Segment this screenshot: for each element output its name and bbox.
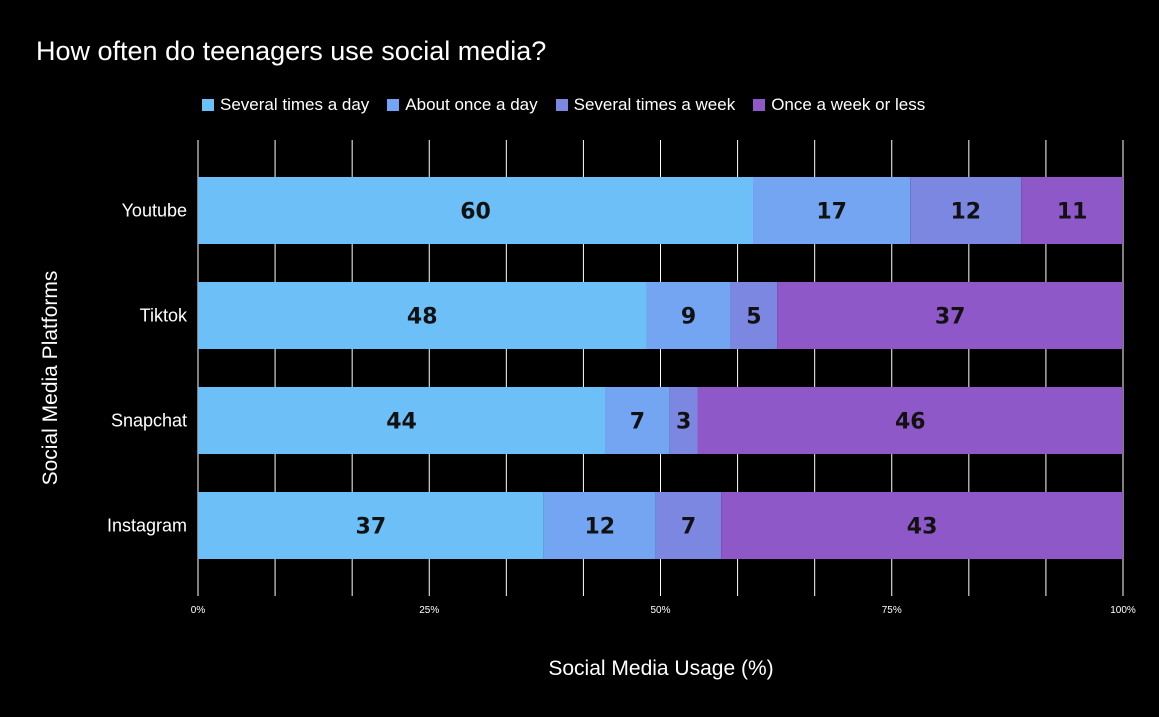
data-label: 7 [630, 410, 645, 435]
legend: Several times a day About once a day Sever… [202, 95, 925, 115]
x-tick-label: 0% [191, 605, 206, 616]
y-tick-label: Instagram [107, 516, 187, 536]
bar-segment [646, 282, 731, 349]
legend-swatch [202, 99, 214, 111]
data-label: 37 [935, 305, 966, 330]
legend-item: Several times a day [202, 95, 369, 115]
bar-segment [910, 177, 1022, 244]
data-label: 43 [907, 515, 938, 540]
x-tick-label: 50% [650, 605, 670, 616]
data-label: 46 [895, 410, 926, 435]
data-label: 11 [1057, 200, 1088, 225]
bar-segment [669, 387, 698, 454]
legend-label: Several times a day [220, 95, 370, 114]
data-label: 60 [460, 200, 491, 225]
data-label: 37 [356, 515, 387, 540]
bar-segment [198, 282, 647, 349]
bar-segment [753, 177, 911, 244]
y-axis-title: Social Media Platforms [39, 271, 62, 486]
data-label: 7 [681, 515, 696, 540]
bar-segment [697, 387, 1123, 454]
legend-swatch [555, 99, 568, 111]
x-tick-label: 100% [1110, 605, 1136, 616]
legend-swatch [753, 99, 766, 111]
bar-segment [1021, 177, 1123, 244]
bar-segment [730, 282, 778, 349]
data-label: 12 [950, 200, 981, 225]
bar-segment [198, 177, 753, 244]
y-tick-label: Snapchat [111, 411, 187, 431]
data-label: 5 [746, 305, 761, 330]
data-label: 12 [584, 515, 615, 540]
data-label: 48 [407, 305, 438, 330]
y-tick-label: Tiktok [140, 306, 188, 326]
data-label: 3 [676, 410, 691, 435]
x-tick-label: 25% [419, 605, 439, 616]
legend-swatch [387, 99, 400, 111]
bar-segment [198, 387, 605, 454]
legend-item: About once a day [387, 95, 538, 115]
legend-label: Several times a week [573, 95, 736, 114]
x-tick-label: 75% [882, 605, 902, 616]
data-label: 9 [681, 305, 696, 330]
bar-segment [543, 492, 656, 559]
legend-item: Several times a week [555, 95, 736, 115]
data-label: 44 [386, 410, 417, 435]
x-axis-title: Social Media Usage (%) [548, 657, 773, 680]
bar-segment [198, 492, 544, 559]
bar-segment [605, 387, 670, 454]
y-tick-label: Youtube [122, 201, 187, 221]
bar-segment [721, 492, 1123, 559]
legend-label: About once a day [405, 95, 538, 114]
bar-segment [777, 282, 1123, 349]
data-label: 17 [816, 200, 847, 225]
legend-item: Once a week or less [753, 95, 925, 115]
legend-label: Once a week or less [771, 95, 926, 114]
chart-title: How often do teenagers use social media? [36, 36, 547, 66]
bar-segment [655, 492, 722, 559]
